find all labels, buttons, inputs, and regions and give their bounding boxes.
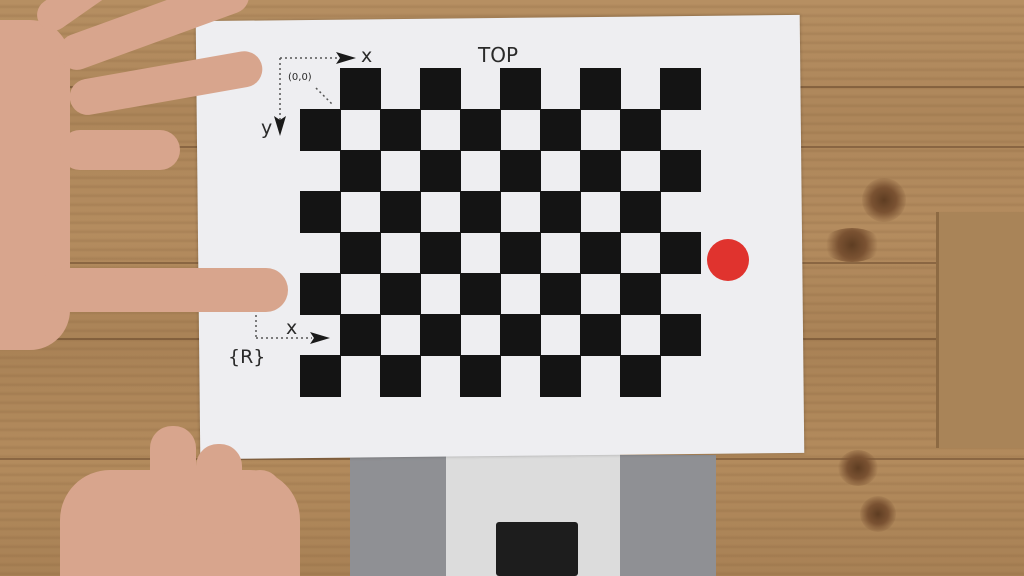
finger <box>238 470 282 550</box>
x-axis-label-bottom: x <box>286 317 298 339</box>
checker-square <box>300 355 341 397</box>
wooden-panel <box>936 212 1024 448</box>
checker-square <box>420 232 461 274</box>
checker-square <box>460 273 501 315</box>
red-dot-marker <box>707 239 749 281</box>
checker-square <box>420 314 461 356</box>
origin-label: (0,0) <box>288 72 312 83</box>
checker-square <box>300 191 341 233</box>
checker-square <box>500 150 541 192</box>
checker-square <box>620 109 661 151</box>
checker-square <box>500 314 541 356</box>
checker-square <box>540 273 581 315</box>
checker-square <box>380 273 421 315</box>
checker-square <box>420 150 461 192</box>
y-arrow-head-top <box>274 116 286 136</box>
checker-square <box>460 355 501 397</box>
top-label: TOP <box>478 43 519 67</box>
checker-square <box>660 150 701 192</box>
checker-square <box>580 232 621 274</box>
checker-square <box>580 68 621 110</box>
wood-knot <box>838 450 878 486</box>
frame-label: {R} <box>228 346 266 368</box>
checker-square <box>620 191 661 233</box>
finger <box>150 426 196 516</box>
checker-square <box>420 68 461 110</box>
checker-square <box>500 68 541 110</box>
finger <box>60 130 180 170</box>
checker-square <box>300 273 341 315</box>
checker-square <box>660 68 701 110</box>
checker-square <box>340 232 381 274</box>
checker-square <box>540 109 581 151</box>
checker-square <box>660 314 701 356</box>
checker-square <box>580 150 621 192</box>
origin-pointer <box>315 87 333 105</box>
checker-square <box>460 191 501 233</box>
y-axis-label-top: y <box>261 117 273 139</box>
checker-square <box>660 232 701 274</box>
checker-square <box>460 109 501 151</box>
finger <box>196 444 242 534</box>
checker-square <box>580 314 621 356</box>
checker-square <box>340 150 381 192</box>
checker-square <box>500 232 541 274</box>
checker-square <box>380 109 421 151</box>
thumb <box>40 268 288 312</box>
wood-knot <box>822 228 882 262</box>
x-arrow-head-bottom <box>310 332 330 344</box>
checker-square <box>340 314 381 356</box>
x-arrow-head-top <box>336 52 356 64</box>
checker-square <box>620 273 661 315</box>
checker-square <box>540 191 581 233</box>
checker-square <box>380 355 421 397</box>
x-axis-label-top: x <box>361 45 373 67</box>
sensor-block <box>496 522 578 576</box>
wood-knot <box>860 496 896 532</box>
checkerboard-pattern <box>300 68 701 397</box>
checker-square <box>340 68 381 110</box>
checker-square <box>620 355 661 397</box>
wood-knot <box>862 178 906 222</box>
checker-square <box>300 109 341 151</box>
checker-square <box>380 191 421 233</box>
checker-square <box>540 355 581 397</box>
